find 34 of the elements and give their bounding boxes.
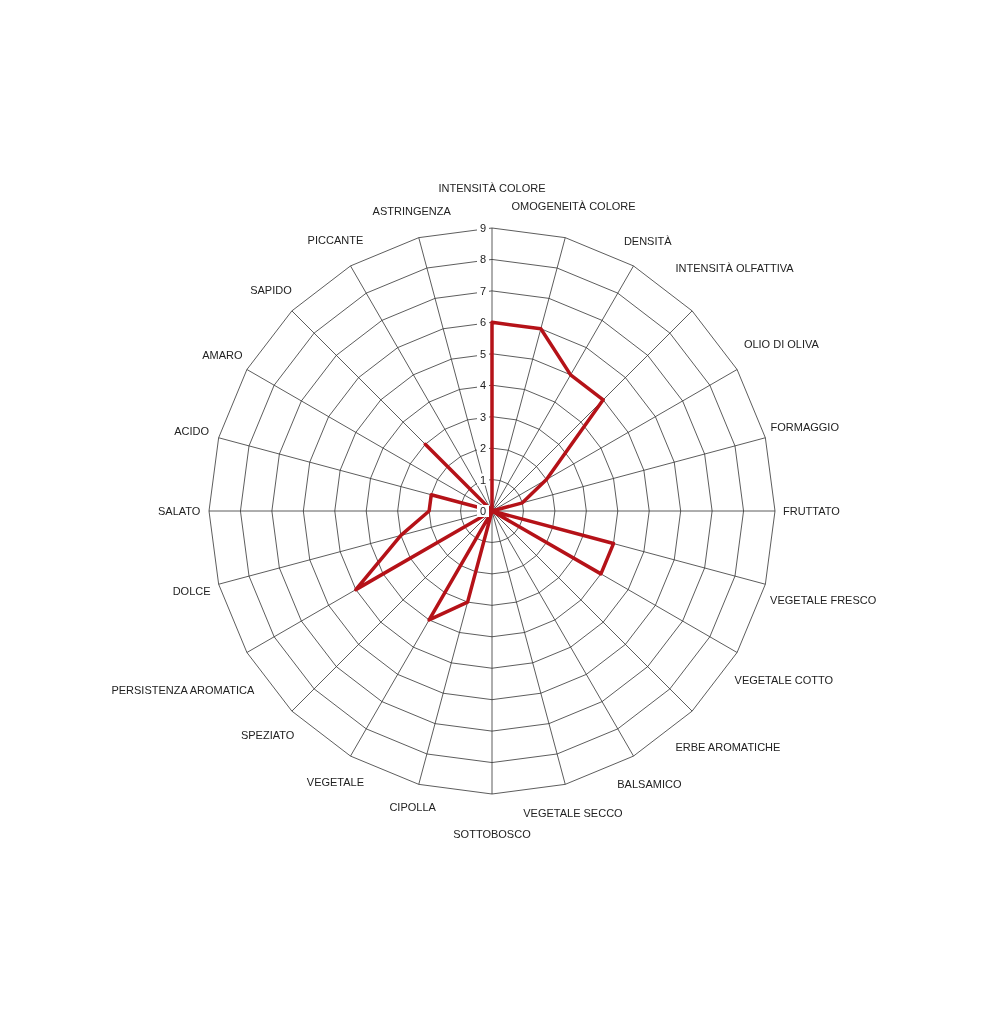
spoke-label: PERSISTENZA AROMATICA <box>111 683 255 696</box>
spoke-label: BALSAMICO <box>617 777 682 790</box>
spoke-label: ASTRINGENZA <box>372 205 452 218</box>
spoke-label: DOLCE <box>172 585 211 598</box>
spoke-label: FRUTTATO <box>782 505 841 517</box>
spoke-label: OLIO DI OLIVA <box>743 337 820 350</box>
y-tick-label: 8 <box>479 253 487 266</box>
spoke-label: SALATO <box>158 505 201 517</box>
spoke-label: VEGETALE SECCO <box>523 807 624 820</box>
y-tick-label: 5 <box>479 347 487 360</box>
spoke-label: INTENSITÀ OLFATTIVA <box>675 262 795 275</box>
y-tick-label: 3 <box>479 410 487 423</box>
y-tick-label: 0 <box>479 505 487 517</box>
spoke-label: SAPIDO <box>250 283 293 296</box>
spoke-label: SPEZIATO <box>240 729 295 742</box>
y-tick-label: 1 <box>479 473 487 486</box>
y-tick-label: 2 <box>479 442 487 455</box>
y-tick-label: 7 <box>479 284 487 297</box>
spoke-label: AMARO <box>202 349 244 362</box>
spoke-label: VEGETALE FRESCO <box>770 593 877 606</box>
spoke-label: CIPOLLA <box>389 801 437 814</box>
y-tick-label: 4 <box>479 379 487 392</box>
spoke-label: OMOGENEITÀ COLORE <box>511 200 636 213</box>
y-tick-label: 6 <box>479 316 487 329</box>
spoke-label: VEGETALE COTTO <box>734 673 834 686</box>
spoke-label: ERBE AROMATICHE <box>675 740 781 753</box>
spoke-label: INTENSITÀ COLORE <box>438 182 546 194</box>
spoke-label: PICCANTE <box>307 233 364 246</box>
spoke-label: VEGETALE <box>306 776 365 789</box>
spoke-label: FORMAGGIO <box>770 421 840 434</box>
y-tick-label: 9 <box>479 222 487 234</box>
spoke-label: SOTTOBOSCO <box>453 828 532 840</box>
spoke-label: DENSITÀ <box>623 235 673 248</box>
spoke-label: ACIDO <box>174 424 210 437</box>
